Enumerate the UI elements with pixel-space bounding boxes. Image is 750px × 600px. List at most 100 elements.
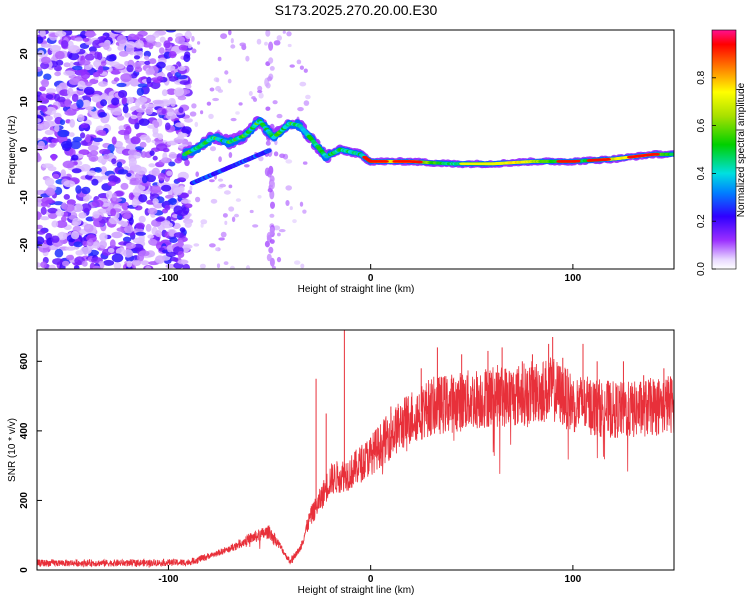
noise-speck <box>54 124 60 132</box>
noise-speck <box>164 204 171 211</box>
noise-speck <box>239 42 246 47</box>
noise-speck <box>149 58 157 65</box>
noise-speck <box>258 156 264 162</box>
noise-speck <box>173 257 179 262</box>
noise-speck <box>136 108 146 113</box>
noise-speck <box>193 243 200 247</box>
noise-speck <box>272 100 278 105</box>
noise-speck <box>113 30 126 33</box>
noise-speck <box>216 263 221 269</box>
noise-speck <box>126 260 132 268</box>
noise-speck <box>139 141 147 148</box>
noise-speck <box>71 231 80 240</box>
noise-speck <box>114 63 125 69</box>
noise-speck <box>91 199 104 208</box>
noise-speck <box>303 100 310 106</box>
noise-speck <box>174 36 186 45</box>
noise-speck <box>305 94 311 100</box>
noise-speck <box>195 196 201 203</box>
noise-speck <box>103 259 115 266</box>
noise-speck <box>54 65 62 72</box>
snr-background <box>37 330 674 570</box>
noise-speck <box>40 261 47 269</box>
noise-speck <box>62 160 75 169</box>
noise-speck <box>185 84 192 89</box>
noise-speck <box>40 201 48 207</box>
noise-speck <box>155 217 165 222</box>
noise-speck <box>296 59 302 65</box>
noise-speck <box>61 216 67 222</box>
noise-speck <box>166 88 177 95</box>
noise-speck <box>71 103 78 110</box>
noise-speck <box>184 118 193 123</box>
noise-speck <box>173 87 185 97</box>
noise-speck <box>128 217 134 225</box>
noise-speck <box>77 80 86 90</box>
noise-speck <box>44 115 54 121</box>
noise-speck <box>176 209 189 217</box>
noise-speck <box>161 157 171 164</box>
noise-speck <box>300 263 305 269</box>
noise-speck <box>118 90 128 98</box>
noise-speck <box>179 227 186 233</box>
noise-speck <box>70 140 82 150</box>
noise-speck <box>209 87 215 92</box>
noise-speck <box>145 223 152 232</box>
noise-speck <box>40 43 52 48</box>
noise-speck <box>200 110 204 115</box>
noise-speck <box>117 220 125 225</box>
spectrogram-y-ticks: -20 -10 0 10 20 <box>19 48 42 252</box>
noise-speck <box>47 166 57 172</box>
noise-speck <box>39 93 48 101</box>
noise-speck <box>63 70 76 76</box>
noise-speck <box>116 161 123 168</box>
noise-speck <box>84 64 92 71</box>
noise-speck <box>302 209 307 214</box>
noise-speck <box>265 106 271 111</box>
snr-y-ticks: 0 200 400 600 <box>19 353 42 573</box>
noise-speck <box>238 102 243 106</box>
noise-speck <box>173 232 185 238</box>
noise-speck <box>48 264 56 269</box>
y-tick-label: 0 <box>19 146 30 152</box>
noise-speck <box>37 224 43 230</box>
noise-speck <box>122 236 132 243</box>
noise-speck <box>51 235 60 243</box>
noise-speck <box>134 66 143 73</box>
noise-speck <box>111 136 117 145</box>
noise-speck <box>41 56 51 64</box>
noise-speck <box>52 173 60 179</box>
noise-speck <box>81 260 88 267</box>
snr-frame <box>36 329 675 571</box>
noise-speck <box>94 51 100 60</box>
noise-speck <box>220 231 227 238</box>
noise-speck <box>122 105 129 114</box>
noise-speck <box>149 185 162 194</box>
noise-speck <box>153 121 160 128</box>
noise-speck <box>276 35 282 41</box>
noise-speck <box>152 155 158 161</box>
noise-speck <box>191 103 197 109</box>
noise-speck <box>169 237 178 244</box>
noise-speck <box>268 246 274 254</box>
noise-speck <box>44 129 55 135</box>
noise-speck <box>83 223 94 233</box>
noise-speck <box>54 71 61 77</box>
noise-speck <box>230 44 236 49</box>
noise-speck <box>76 99 84 109</box>
noise-speck <box>266 232 272 241</box>
noise-speck <box>152 198 159 205</box>
noise-speck <box>82 240 88 247</box>
noise-speck <box>230 38 234 44</box>
noise-speck <box>111 253 124 263</box>
noise-speck <box>82 99 91 108</box>
colorbar-ticks: 0.0 0.2 0.4 0.6 0.8 <box>696 70 716 276</box>
noise-speck <box>41 78 50 88</box>
noise-speck <box>149 150 155 157</box>
noise-speck <box>303 68 308 73</box>
snr-line <box>37 357 674 568</box>
noise-speck <box>168 197 177 206</box>
snr-data <box>37 330 674 568</box>
noise-speck <box>228 152 233 158</box>
noise-speck <box>67 40 74 50</box>
